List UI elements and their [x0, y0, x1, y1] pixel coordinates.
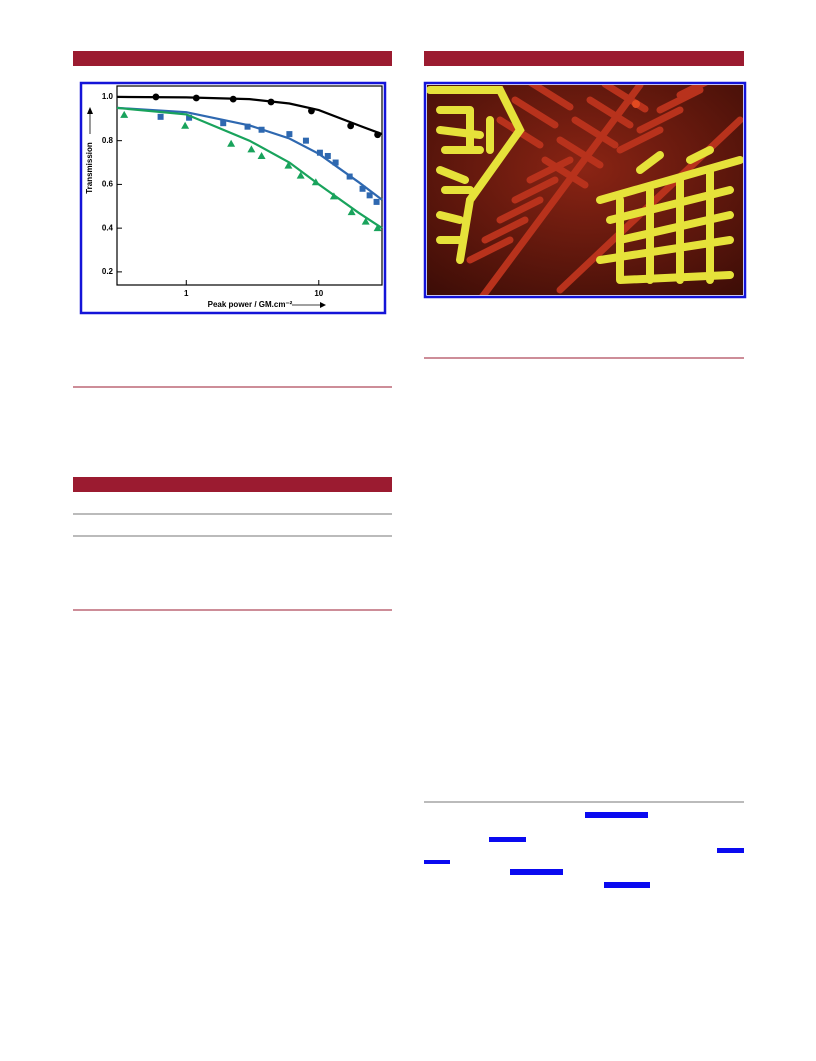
y-tick-label: 1.0	[102, 92, 114, 101]
fit-line	[116, 106, 383, 201]
point	[181, 121, 190, 129]
point	[257, 151, 266, 159]
section-bar	[73, 51, 392, 66]
link[interactable]	[510, 869, 563, 875]
point	[220, 120, 227, 127]
point	[227, 139, 236, 147]
x-axis-label: Peak power / GM.cm⁻²	[208, 300, 293, 309]
point	[302, 137, 309, 144]
point	[296, 171, 305, 179]
link[interactable]	[717, 848, 744, 853]
y-tick-label: 0.2	[102, 267, 114, 276]
plot-frame	[116, 85, 383, 286]
point	[120, 110, 129, 118]
section-bar	[73, 477, 392, 492]
figure-frame	[423, 81, 747, 299]
axis-arrow-head	[320, 302, 326, 308]
point	[284, 161, 293, 169]
point	[373, 198, 380, 205]
point	[361, 217, 370, 225]
fit-line	[116, 106, 383, 230]
point	[316, 149, 323, 156]
point	[347, 208, 356, 216]
x-tick-label: 10	[314, 289, 323, 298]
link[interactable]	[424, 860, 450, 864]
point	[332, 159, 339, 166]
point	[286, 131, 293, 138]
links	[424, 812, 744, 888]
point	[324, 152, 331, 159]
link[interactable]	[604, 882, 650, 888]
point	[366, 192, 373, 199]
fit-line	[116, 95, 383, 136]
y-tick-label: 0.8	[102, 136, 114, 145]
y-tick-label: 0.4	[102, 223, 114, 232]
point	[186, 114, 193, 121]
micrograph	[427, 85, 743, 295]
point	[359, 185, 366, 192]
link[interactable]	[489, 837, 526, 842]
point	[157, 113, 164, 120]
link[interactable]	[585, 812, 648, 818]
section-bar	[424, 51, 744, 66]
point	[247, 145, 256, 153]
y-axis-label: Transmission	[85, 142, 94, 194]
x-tick-label: 1	[184, 289, 189, 298]
axis-arrow-head	[87, 107, 93, 114]
point	[373, 224, 382, 232]
figure-frame	[79, 81, 387, 315]
y-tick-label: 0.6	[102, 180, 114, 189]
point	[244, 123, 251, 130]
